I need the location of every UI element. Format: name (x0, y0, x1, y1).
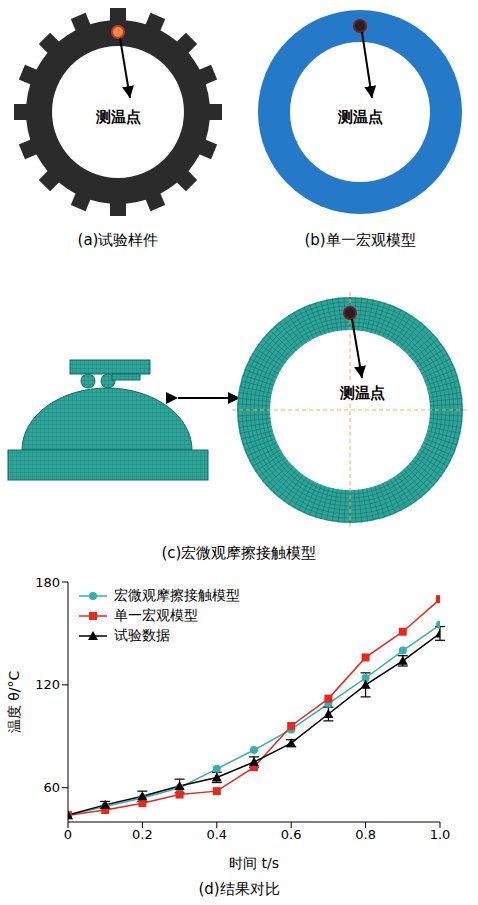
svg-text:0.8: 0.8 (355, 827, 376, 842)
html-text:单一宏观模型: 单一宏观模型 (114, 607, 198, 623)
svg-text:180: 180 (35, 575, 60, 590)
html-text:宏微观摩擦接触模型: 宏微观摩擦接触模型 (114, 587, 240, 603)
svg-text:测温点: 测温点 (95, 108, 141, 126)
html-text:(d)结果对比: (d)结果对比 (198, 880, 280, 898)
svg-text:0.6: 0.6 (281, 827, 302, 842)
svg-text:60: 60 (43, 780, 60, 795)
svg-text:1.0: 1.0 (430, 827, 451, 842)
svg-text:温度 θ/°C: 温度 θ/°C (6, 671, 22, 734)
svg-text:时间 t/s: 时间 t/s (229, 855, 279, 871)
svg-text:测温点: 测温点 (337, 108, 383, 126)
svg-text:(c)宏微观摩擦接触模型: (c)宏微观摩擦接触模型 (162, 544, 317, 562)
svg-text:0.4: 0.4 (206, 827, 227, 842)
svg-text:0: 0 (64, 827, 72, 842)
svg-text:120: 120 (35, 677, 60, 692)
svg-text:测温点: 测温点 (339, 384, 385, 402)
html-text:试验数据: 试验数据 (114, 627, 170, 643)
svg-text:(b)单一宏观模型: (b)单一宏观模型 (304, 231, 415, 249)
svg-text:(a)试验样件: (a)试验样件 (78, 231, 159, 249)
svg-text:0.2: 0.2 (132, 827, 153, 842)
